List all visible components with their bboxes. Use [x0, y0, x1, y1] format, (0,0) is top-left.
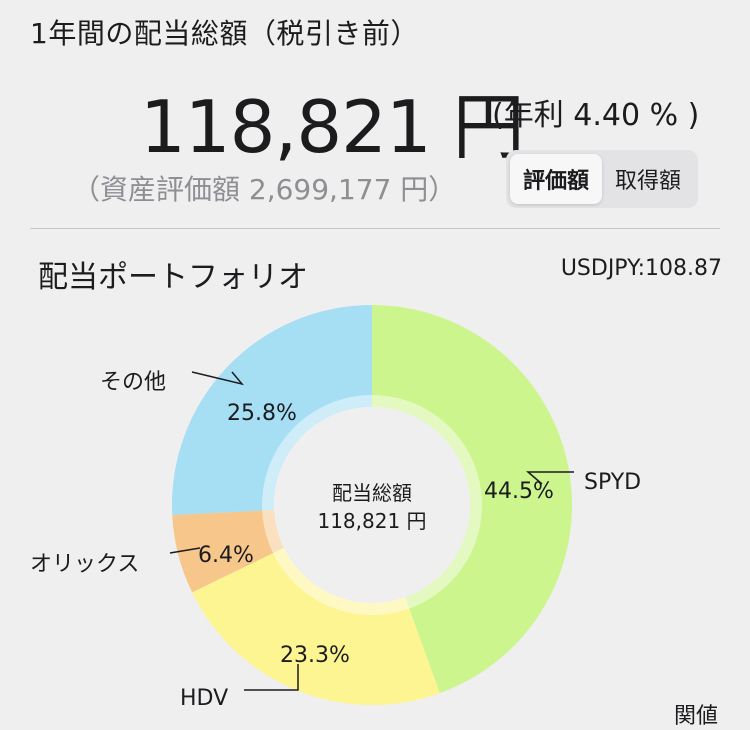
center-value: 118,821 円 — [317, 509, 426, 533]
toggle-valuation-button[interactable]: 評価額 — [510, 154, 602, 204]
slice-percent-label-3: 25.8% — [227, 401, 297, 426]
slice-2[interactable] — [172, 509, 284, 593]
slice-percent-label-0: 44.5% — [484, 479, 554, 504]
fx-rate: USDJPY:108.87 — [560, 256, 722, 281]
leader-line-1 — [244, 664, 299, 691]
slice-0[interactable] — [372, 305, 572, 694]
leader-line-2 — [169, 547, 201, 554]
slice-3[interactable] — [172, 305, 372, 516]
dividend-portfolio-donut-chart: 配当総額 118,821 円 44.5% SPYD 23.3% HDV 6.4% オリック… — [30, 305, 641, 711]
slice-percent-label-1: 23.3% — [280, 643, 350, 668]
asset-valuation: （資産評価額 2,699,177 円） — [72, 173, 457, 206]
annual-yield: (年利 4.40 % ) — [492, 98, 700, 133]
slice-category-label-1: HDV — [180, 686, 228, 711]
partial-text: 関値 — [674, 704, 719, 729]
center-label: 配当総額 — [332, 481, 412, 505]
leader-line-3 — [191, 371, 245, 386]
donut-hole — [274, 407, 470, 603]
leader-line-0 — [525, 471, 574, 485]
toggle-acquisition-button[interactable]: 取得額 — [614, 169, 681, 194]
slice-category-label-2: オリックス — [30, 552, 139, 577]
slice-category-label-3: その他 — [100, 370, 166, 395]
slice-percent-label-2: 6.4% — [198, 543, 254, 568]
slice-category-label-0: SPYD — [584, 470, 641, 495]
valuation-toggle[interactable]: 評価額 取得額 — [506, 150, 698, 208]
page-title: 1年間の配当総額（税引き前） — [30, 17, 419, 50]
total-dividend-amount: 118,821 円 — [140, 85, 525, 169]
divider — [30, 228, 720, 229]
section-title: 配当ポートフォリオ — [38, 260, 308, 295]
slice-1[interactable] — [192, 547, 440, 705]
